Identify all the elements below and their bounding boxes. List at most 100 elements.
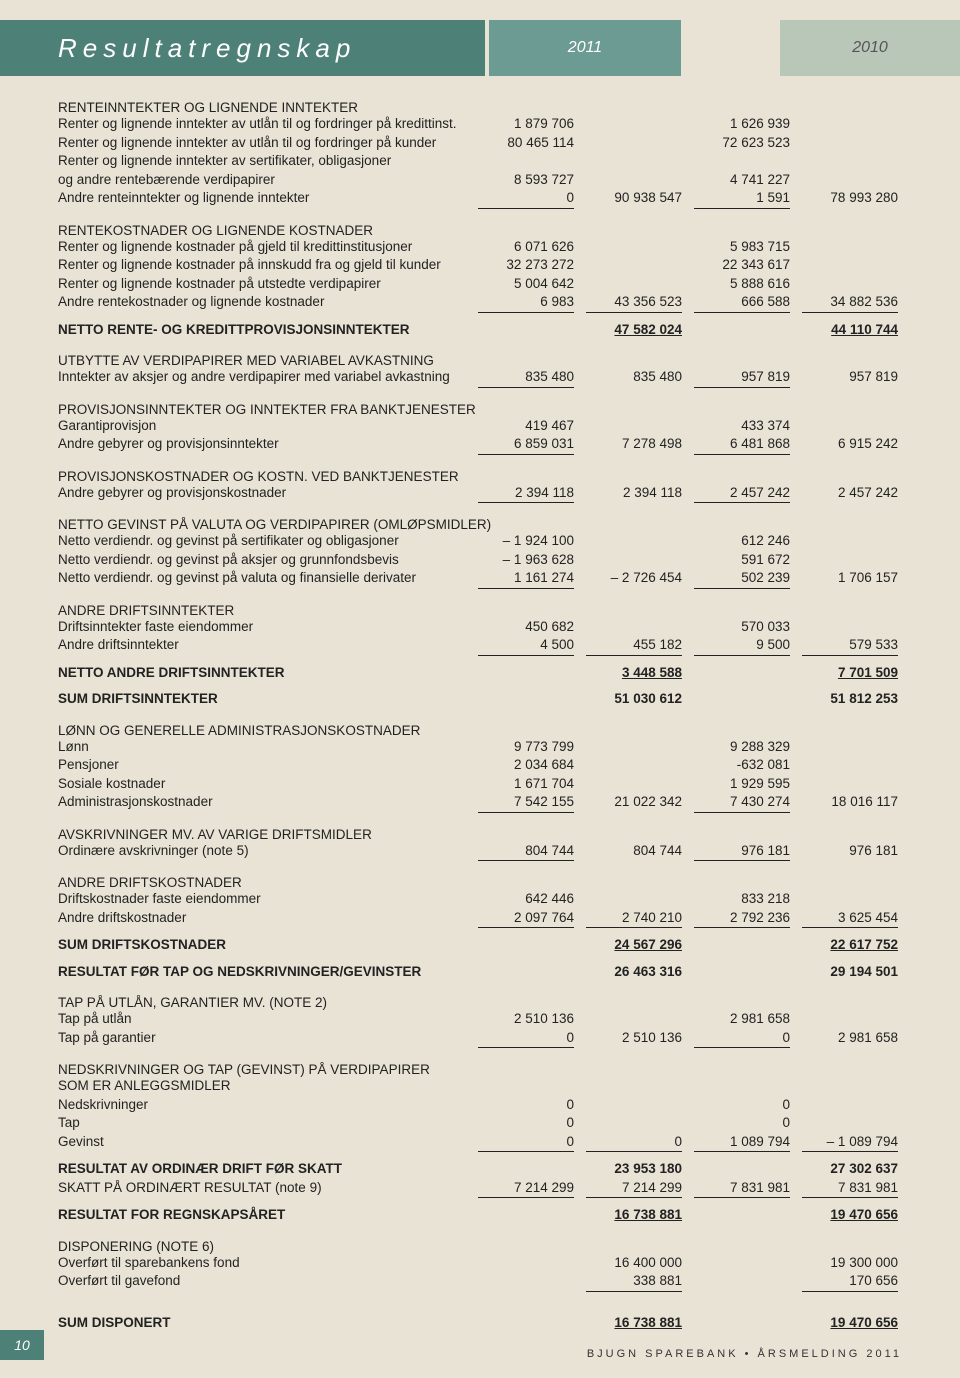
section-title: TAP PÅ UTLÅN, GARANTIER MV. (note 2) <box>58 995 902 1010</box>
value-cell: 78 993 280 <box>802 189 898 208</box>
value-cell: 591 672 <box>694 551 790 570</box>
row-label: og andre rentebærende verdipapirer <box>58 171 478 190</box>
value-cell: 957 819 <box>694 368 790 388</box>
value-cell: 27 302 637 <box>802 1160 898 1179</box>
row-label: RESULTAT FØR TAP OG NEDSKRIVNINGER/GEVIN… <box>58 963 478 982</box>
value-cell: 3 448 588 <box>586 664 682 683</box>
row-label: NETTO RENTE- OG KREDITTPROVISJONSINNTEKT… <box>58 321 478 340</box>
section-title: ANDRE DRIFTSKOSTNADER <box>58 875 902 890</box>
row-label: Ordinære avskrivninger (note 5) <box>58 842 478 861</box>
row-label: Administrasjonskostnader <box>58 793 478 812</box>
value-cell: 1 671 704 <box>478 775 574 794</box>
value-cell: 2 792 236 <box>694 909 790 929</box>
section-title: DISPONERING (note 6) <box>58 1239 902 1254</box>
table-row: SUM DRIFTSKOSTNADER24 567 29622 617 752 <box>58 936 902 955</box>
value-cell: 2 097 764 <box>478 909 574 929</box>
row-label: Renter og lignende kostnader på gjeld ti… <box>58 238 478 257</box>
value-cell: 4 500 <box>478 636 574 656</box>
value-cell: 0 <box>478 1029 574 1049</box>
page-number: 10 <box>0 1330 44 1360</box>
value-cell: 450 682 <box>478 618 574 637</box>
value-cell: – 1 924 100 <box>478 532 574 551</box>
value-cell: – 1 963 628 <box>478 551 574 570</box>
value-cell: 6 859 031 <box>478 435 574 455</box>
value-cell: 338 881 <box>586 1272 682 1292</box>
value-cell: 26 463 316 <box>586 963 682 982</box>
section-subtitle: SOM ER ANLEGGSMIDLER <box>58 1077 902 1096</box>
value-cell: 43 356 523 <box>586 293 682 313</box>
value-cell: 72 623 523 <box>694 134 790 153</box>
table-row: Renter og lignende kostnader på gjeld ti… <box>58 238 902 257</box>
section-title: RENTEKOSTNADER OG LIGNENDE KOSTNADER <box>58 223 902 238</box>
table-row: Overført til gavefond338 881170 656 <box>58 1272 902 1292</box>
value-cell: 835 480 <box>586 368 682 387</box>
table-row: RESULTAT AV ORDINÆR DRIFT FØR SKATT23 95… <box>58 1160 902 1179</box>
row-label: Tap på utlån <box>58 1010 478 1029</box>
row-label: Andre renteinntekter og lignende inntekt… <box>58 189 478 208</box>
table-row: Andre gebyrer og provisjonskostnader2 39… <box>58 484 902 504</box>
value-cell: 7 430 274 <box>694 793 790 813</box>
value-cell: 21 022 342 <box>586 793 682 812</box>
header-spacer <box>685 20 780 76</box>
value-cell: 7 831 981 <box>802 1179 898 1199</box>
row-label: Andre driftskostnader <box>58 909 478 928</box>
section-title: PROVISJONSINNTEKTER OG INNTEKTER FRA BAN… <box>58 402 902 417</box>
value-cell: 6 983 <box>478 293 574 313</box>
value-cell: 2 510 136 <box>586 1029 682 1048</box>
value-cell: 1 879 706 <box>478 115 574 134</box>
row-label: RESULTAT FOR REGNSKAPSÅRET <box>58 1206 478 1225</box>
table-row: og andre rentebærende verdipapirer8 593 … <box>58 171 902 190</box>
value-cell: 4 741 227 <box>694 171 790 190</box>
value-cell: 9 500 <box>694 636 790 656</box>
value-cell: 80 465 114 <box>478 134 574 153</box>
value-cell: 2 394 118 <box>478 484 574 504</box>
table-row: Overført til sparebankens fond 16 400 000… <box>58 1254 902 1273</box>
row-label: Nedskrivninger <box>58 1096 478 1115</box>
value-cell: 19 300 000 <box>802 1254 898 1273</box>
value-cell: 835 480 <box>478 368 574 388</box>
row-label: Renter og lignende inntekter av utlån ti… <box>58 134 478 153</box>
value-cell: 666 588 <box>694 293 790 313</box>
table-row: Driftsinntekter faste eiendommer450 6825… <box>58 618 902 637</box>
value-cell: 2 981 658 <box>694 1010 790 1029</box>
value-cell: 29 194 501 <box>802 963 898 982</box>
table-row: Andre renteinntekter og lignende inntekt… <box>58 189 902 209</box>
value-cell: 5 004 642 <box>478 275 574 294</box>
table-row: Andre driftsinntekter4 500455 1829 50057… <box>58 636 902 656</box>
row-label: Overført til sparebankens fond <box>58 1254 478 1273</box>
row-label: Andre gebyrer og provisjonsinntekter <box>58 435 478 454</box>
value-cell: 1 591 <box>694 189 790 209</box>
row-label: SKATT PÅ ORDINÆRT RESULTAT (note 9) <box>58 1179 478 1198</box>
table-row: SUM DISPONERT16 738 88119 470 656 <box>58 1314 902 1333</box>
value-cell: 0 <box>694 1096 790 1115</box>
value-cell: 642 446 <box>478 890 574 909</box>
value-cell: 8 593 727 <box>478 171 574 190</box>
section-title: UTBYTTE AV VERDIPAPIRER MED VARIABEL AVK… <box>58 353 902 368</box>
value-cell: 0 <box>586 1133 682 1153</box>
value-cell: 23 953 180 <box>586 1160 682 1179</box>
value-cell: 7 214 299 <box>586 1179 682 1199</box>
value-cell: 24 567 296 <box>586 936 682 955</box>
value-cell: 18 016 117 <box>802 793 898 812</box>
year-header-2011: 2011 <box>489 20 681 76</box>
section-title: PROVISJONSKOSTNADER OG KOSTN. VED BANKTJ… <box>58 469 902 484</box>
table-row: Renter og lignende inntekter av sertifik… <box>58 152 902 171</box>
value-cell: 16 738 881 <box>586 1314 682 1333</box>
table-row: Andre rentekostnader og lignende kostnad… <box>58 293 902 313</box>
value-cell: 16 400 000 <box>586 1254 682 1273</box>
value-cell: 2 740 210 <box>586 909 682 929</box>
value-cell: 3 625 454 <box>802 909 898 929</box>
value-cell: 19 470 656 <box>802 1206 898 1225</box>
value-cell: 2 394 118 <box>586 484 682 503</box>
header-band: Resultatregnskap 2011 2010 <box>0 20 960 76</box>
table-row: RESULTAT FØR TAP OG NEDSKRIVNINGER/GEVIN… <box>58 963 902 982</box>
table-row: Netto verdiendr. og gevinst på valuta og… <box>58 569 902 589</box>
footer: 10 BJUGN SPAREBANK • ÅRSMELDING 2011 <box>0 1348 960 1360</box>
value-cell: 976 181 <box>694 842 790 862</box>
value-cell: 1 089 794 <box>694 1133 790 1153</box>
value-cell: 0 <box>694 1114 790 1133</box>
table-row: SKATT PÅ ORDINÆRT RESULTAT (note 9) 7 214… <box>58 1179 902 1199</box>
value-cell: 1 626 939 <box>694 115 790 134</box>
section-title: LØNN OG GENERELLE ADMINISTRASJONSKOSTNAD… <box>58 723 902 738</box>
value-cell: 7 278 498 <box>586 435 682 454</box>
